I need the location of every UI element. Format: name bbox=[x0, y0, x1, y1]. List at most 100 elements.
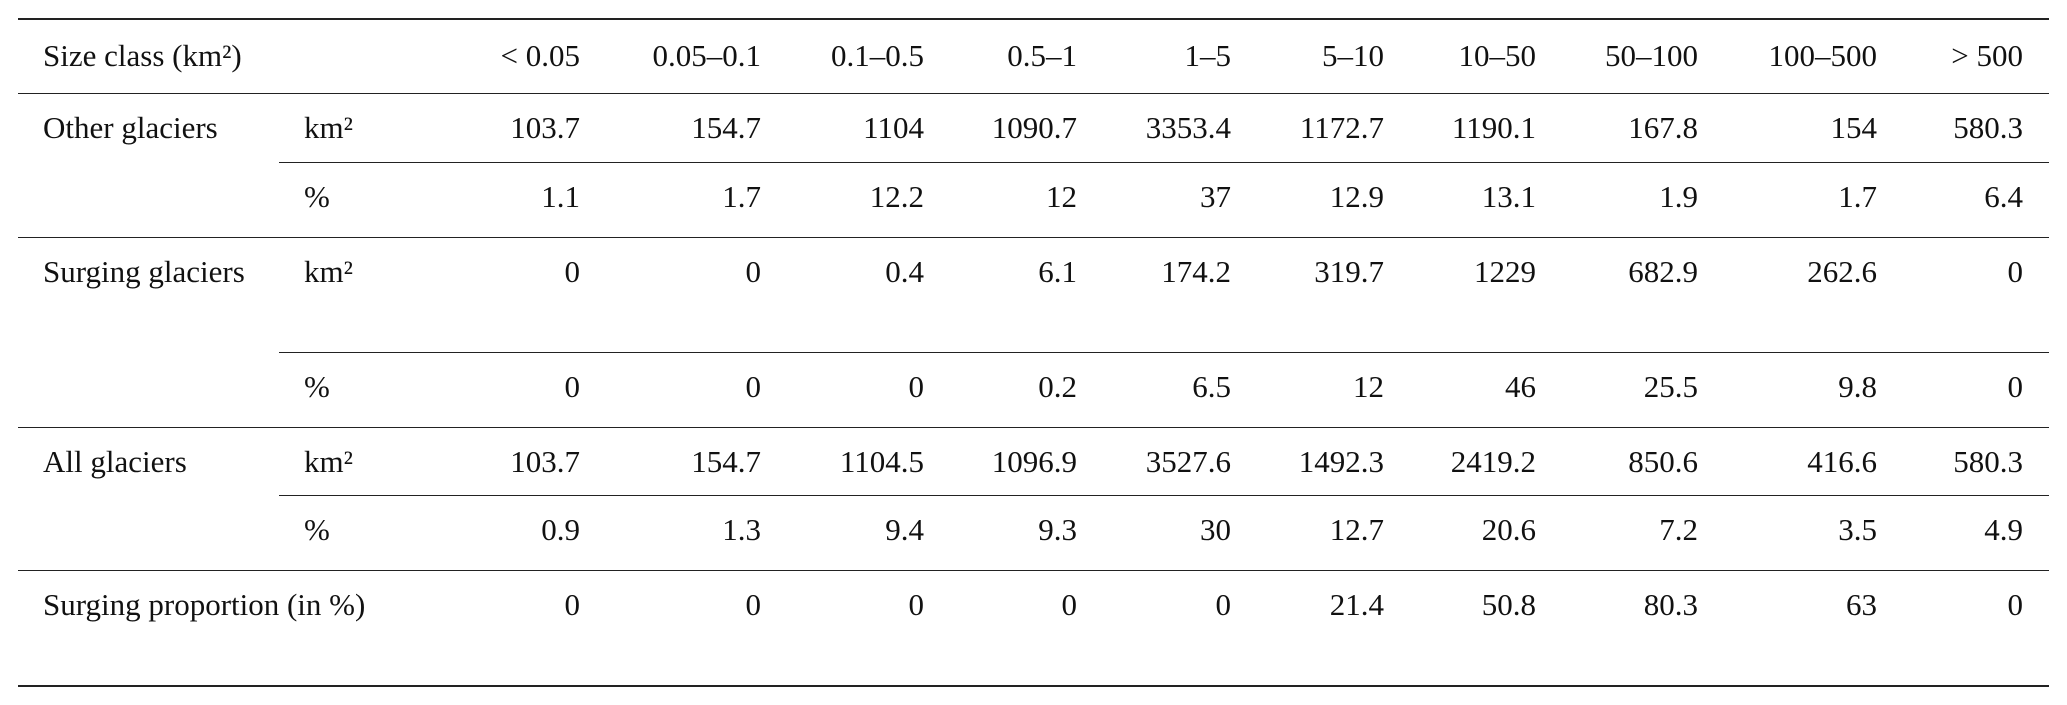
cell-value: 2419.2 bbox=[1410, 426, 1562, 495]
cell-value: 850.6 bbox=[1562, 426, 1724, 495]
size-class: 5–10 bbox=[1257, 18, 1410, 93]
cell-value: 1.7 bbox=[606, 161, 787, 237]
size-class: < 0.05 bbox=[440, 18, 606, 93]
unit: % bbox=[279, 161, 440, 237]
cell-value: 319.7 bbox=[1257, 236, 1410, 352]
glacier-table: Size class (km²) < 0.05 0.05–0.1 0.1–0.5 0.5… bbox=[18, 18, 2049, 687]
cell-value: 1090.7 bbox=[950, 92, 1103, 162]
size-class: 0.05–0.1 bbox=[606, 18, 787, 93]
cell-value: 0 bbox=[1903, 236, 2049, 352]
cell-value: 0 bbox=[787, 569, 950, 687]
proportion-label-text: Surging proportion (in %) bbox=[43, 586, 366, 622]
cell-value: 46 bbox=[1410, 351, 1562, 427]
cell-value: 12 bbox=[950, 161, 1103, 237]
data-row: Surging glaciers km² 0 0 0.4 6.1 174.2 319.7 122… bbox=[18, 236, 2049, 427]
cell-value: 1492.3 bbox=[1257, 426, 1410, 495]
cell-value: 0.4 bbox=[787, 236, 950, 352]
cell-value: 13.1 bbox=[1410, 161, 1562, 237]
cell-value: 1104.5 bbox=[787, 426, 950, 495]
cell-value: 0 bbox=[606, 569, 787, 687]
cell-value: 0 bbox=[1903, 351, 2049, 427]
cell-value: 1172.7 bbox=[1257, 92, 1410, 162]
cell-value: 1.9 bbox=[1562, 161, 1724, 237]
cell-value: 12.2 bbox=[787, 161, 950, 237]
cell-value: 0 bbox=[1903, 569, 2049, 687]
size-class: 1–5 bbox=[1103, 18, 1257, 93]
cell-value: 63 bbox=[1724, 569, 1903, 687]
table-body: Size class (km²) < 0.05 0.05–0.1 0.1–0.5 0.5… bbox=[18, 18, 2049, 687]
group-label: Surging glaciers bbox=[18, 236, 279, 427]
cell-value: 0 bbox=[1103, 569, 1257, 687]
cell-value: 0 bbox=[440, 569, 606, 687]
cell-value: 0.2 bbox=[950, 351, 1103, 427]
cell-value: 0.9 bbox=[440, 494, 606, 570]
cell-value: 12 bbox=[1257, 351, 1410, 427]
data-row: % 1.1 1.7 12.2 12 37 12.9 13.1 1.9 1.7 6.4 bbox=[18, 161, 2049, 237]
data-row: Other glaciers km² 103.7 154.7 1104 1090.7 335… bbox=[18, 92, 2049, 237]
unit: km² bbox=[279, 426, 440, 495]
cell-value: 580.3 bbox=[1903, 92, 2049, 162]
cell-value: 1.7 bbox=[1724, 161, 1903, 237]
cell-value: 9.8 bbox=[1724, 351, 1903, 427]
group-label: Other glaciers bbox=[18, 92, 279, 237]
unit: km² bbox=[279, 92, 440, 162]
cell-value: 20.6 bbox=[1410, 494, 1562, 570]
cell-value: 0 bbox=[440, 236, 606, 352]
unit: km² bbox=[279, 236, 440, 352]
cell-value: 12.9 bbox=[1257, 161, 1410, 237]
cell-value: 7.2 bbox=[1562, 494, 1724, 570]
cell-value: 21.4 bbox=[1257, 569, 1410, 687]
cell-value: 3.5 bbox=[1724, 494, 1903, 570]
cell-value: 37 bbox=[1103, 161, 1257, 237]
size-class: 0.1–0.5 bbox=[787, 18, 950, 93]
cell-value: 1104 bbox=[787, 92, 950, 162]
cell-value: 6.4 bbox=[1903, 161, 2049, 237]
cell-value: 6.1 bbox=[950, 236, 1103, 352]
cell-value: 0 bbox=[606, 236, 787, 352]
cell-value: 1.1 bbox=[440, 161, 606, 237]
cell-value: 1.3 bbox=[606, 494, 787, 570]
proportion-row: Surging proportion (in %) 0 0 0 0 0 21.4 50.8 80… bbox=[18, 569, 2049, 687]
unit: % bbox=[279, 351, 440, 427]
size-class: > 500 bbox=[1903, 18, 2049, 93]
data-row: All glaciers km² 103.7 154.7 1104.5 1096.9 352… bbox=[18, 426, 2049, 570]
size-class: 0.5–1 bbox=[950, 18, 1103, 93]
cell-value: 154 bbox=[1724, 92, 1903, 162]
cell-value: 0 bbox=[606, 351, 787, 427]
cell-value: 0 bbox=[787, 351, 950, 427]
cell-value: 30 bbox=[1103, 494, 1257, 570]
header-label: Size class (km²) bbox=[18, 18, 440, 93]
cell-value: 103.7 bbox=[440, 426, 606, 495]
data-row: % 0 0 0 0.2 6.5 12 46 25.5 9.8 0 bbox=[18, 351, 2049, 427]
header-row: Size class (km²) < 0.05 0.05–0.1 0.1–0.5 0.5… bbox=[18, 18, 2049, 93]
cell-value: 1096.9 bbox=[950, 426, 1103, 495]
cell-value: 580.3 bbox=[1903, 426, 2049, 495]
cell-value: 4.9 bbox=[1903, 494, 2049, 570]
cell-value: 6.5 bbox=[1103, 351, 1257, 427]
cell-value: 154.7 bbox=[606, 426, 787, 495]
unit: % bbox=[279, 494, 440, 570]
cell-value: 0 bbox=[950, 569, 1103, 687]
cell-value: 3353.4 bbox=[1103, 92, 1257, 162]
cell-value: 9.3 bbox=[950, 494, 1103, 570]
cell-value: 167.8 bbox=[1562, 92, 1724, 162]
group-label-text: Other glaciers bbox=[43, 109, 218, 145]
group-label: All glaciers bbox=[18, 426, 279, 570]
size-class: 10–50 bbox=[1410, 18, 1562, 93]
cell-value: 262.6 bbox=[1724, 236, 1903, 352]
data-row: % 0.9 1.3 9.4 9.3 30 12.7 20.6 7.2 3.5 4.9 bbox=[18, 494, 2049, 570]
cell-value: 50.8 bbox=[1410, 569, 1562, 687]
size-class: 50–100 bbox=[1562, 18, 1724, 93]
cell-value: 103.7 bbox=[440, 92, 606, 162]
cell-value: 12.7 bbox=[1257, 494, 1410, 570]
cell-value: 25.5 bbox=[1562, 351, 1724, 427]
group-label-text: All glaciers bbox=[43, 443, 187, 479]
cell-value: 154.7 bbox=[606, 92, 787, 162]
cell-value: 416.6 bbox=[1724, 426, 1903, 495]
group-label-text: Surging glaciers bbox=[43, 253, 245, 289]
size-class: 100–500 bbox=[1724, 18, 1903, 93]
cell-value: 1229 bbox=[1410, 236, 1562, 352]
cell-value: 3527.6 bbox=[1103, 426, 1257, 495]
cell-value: 174.2 bbox=[1103, 236, 1257, 352]
